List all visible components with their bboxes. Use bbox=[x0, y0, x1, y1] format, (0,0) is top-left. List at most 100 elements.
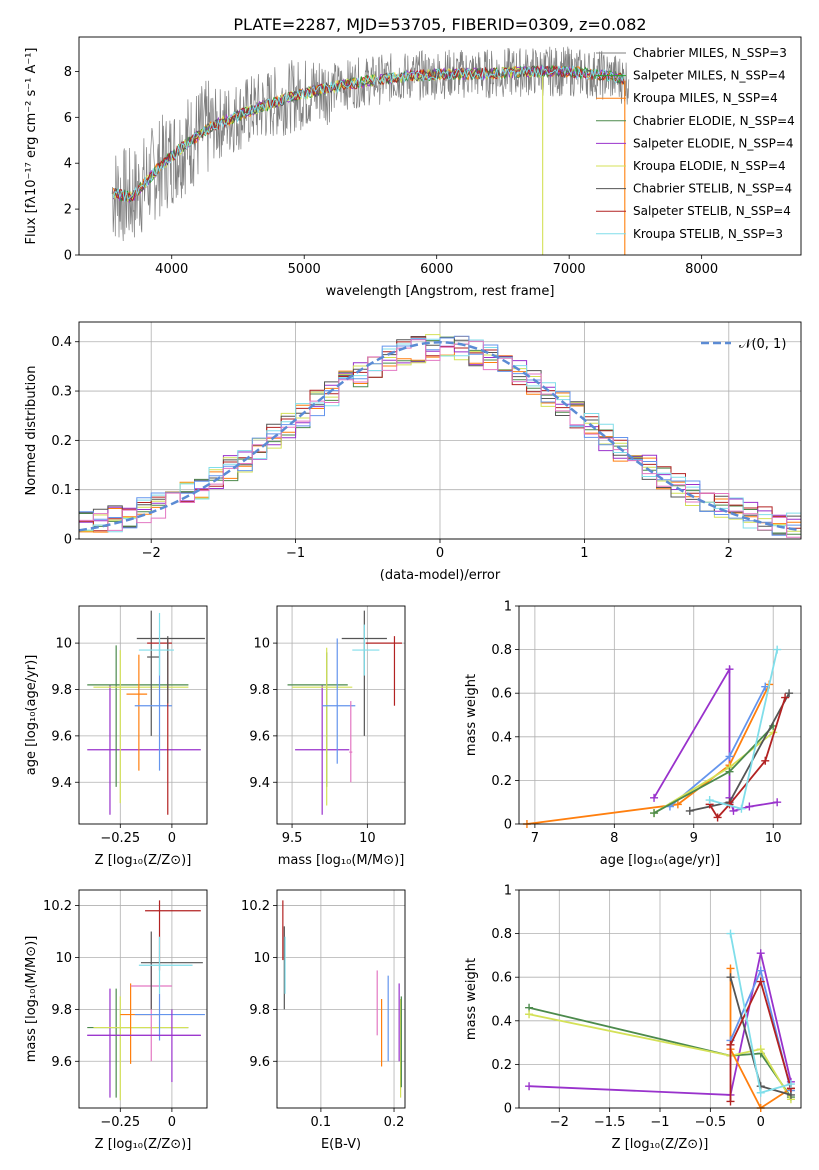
panel-mass-vs-Z: −0.25 0 9.6 9.8 10 10.2 Z [log₁₀(Z/Z⊙)] mass [l… bbox=[24, 889, 208, 1152]
y-tick-label: 9.6 bbox=[51, 1055, 72, 1070]
histogram-series bbox=[79, 335, 801, 536]
y-tick-label: 0.2 bbox=[491, 774, 512, 789]
x-tick-label: 0.2 bbox=[384, 1115, 405, 1130]
weight-point-marker bbox=[756, 977, 765, 986]
axes-frame bbox=[78, 889, 208, 1109]
x-tick-label: −0.25 bbox=[100, 1115, 140, 1130]
y-axis-label: mass [log₁₀(M/M⊙)] bbox=[24, 936, 39, 1063]
x-tick-label: −1 bbox=[650, 1115, 669, 1130]
x-tick-label: 0 bbox=[436, 546, 444, 561]
weight-point-marker bbox=[725, 665, 734, 674]
y-tick-label: 10 bbox=[253, 637, 270, 652]
y-tick-label: 0.8 bbox=[491, 643, 512, 658]
weight-series-line bbox=[729, 968, 792, 1108]
axes-frame bbox=[78, 321, 802, 540]
weight-point-marker bbox=[650, 809, 659, 818]
weight-point-marker bbox=[726, 929, 735, 938]
x-tick-label: 10 bbox=[359, 831, 376, 846]
weight-point-marker bbox=[786, 1080, 795, 1089]
y-tick-label: 0 bbox=[504, 1102, 512, 1117]
y-tick-label: 1 bbox=[504, 600, 512, 615]
y-tick-label: 10 bbox=[55, 951, 72, 966]
y-tick-label: 1 bbox=[504, 884, 512, 899]
y-tick-label: 0.3 bbox=[51, 385, 72, 400]
x-tick-label: 1 bbox=[580, 546, 588, 561]
panel-spectrum: 4000 5000 6000 7000 8000 0 2 4 6 8 wavelength [Ang… bbox=[24, 36, 802, 299]
legend-label: Kroupa ELODIE, N_SSP=4 bbox=[633, 159, 786, 173]
weight-point-marker bbox=[737, 804, 746, 813]
x-axis-label: Z [log₁₀(Z/Z⊙)] bbox=[95, 1137, 192, 1152]
x-tick-label: 0 bbox=[168, 1115, 176, 1130]
weight-point-marker bbox=[745, 802, 754, 811]
weight-point-marker bbox=[726, 1040, 735, 1049]
weight-series-line bbox=[528, 1013, 792, 1100]
x-tick-label: 0 bbox=[168, 831, 176, 846]
x-tick-label: 2 bbox=[725, 546, 733, 561]
panel-age-vs-Z: −0.25 0 9.4 9.6 9.8 10 Z [log₁₀(Z/Z⊙)] age [log… bbox=[24, 605, 208, 868]
weight-point-marker bbox=[785, 689, 794, 698]
legend-label: Salpeter ELODIE, N_SSP=4 bbox=[633, 136, 794, 150]
y-axis-label: age [log₁₀(age/yr)] bbox=[24, 655, 39, 776]
x-tick-label: −0.5 bbox=[695, 1115, 727, 1130]
axes-frame bbox=[78, 36, 802, 256]
x-axis-label: E(B-V) bbox=[321, 1137, 361, 1152]
weight-point-marker bbox=[756, 966, 765, 975]
y-tick-label: 0.8 bbox=[491, 927, 512, 942]
y-tick-label: 6 bbox=[64, 111, 72, 126]
weight-point-marker bbox=[761, 756, 770, 765]
axes-frame bbox=[518, 605, 802, 825]
y-axis-label: Normed distribution bbox=[24, 366, 39, 496]
y-tick-label: 9.8 bbox=[51, 1003, 72, 1018]
y-tick-label: 0.4 bbox=[491, 730, 512, 745]
x-tick-label: 7000 bbox=[553, 262, 586, 277]
weight-point-marker bbox=[525, 1082, 534, 1091]
x-tick-label: 9.5 bbox=[282, 831, 303, 846]
x-tick-label: −1 bbox=[286, 546, 305, 561]
y-tick-label: 0 bbox=[64, 533, 72, 548]
y-tick-label: 2 bbox=[64, 203, 72, 218]
legend-label: Chabrier STELIB, N_SSP=4 bbox=[633, 182, 792, 196]
x-axis-label: (data-model)/error bbox=[380, 568, 501, 583]
y-tick-label: 0 bbox=[504, 818, 512, 833]
x-tick-label: −2 bbox=[550, 1115, 569, 1130]
weight-point-marker bbox=[725, 752, 734, 761]
axes-frame bbox=[276, 889, 406, 1109]
x-tick-label: −2 bbox=[142, 546, 161, 561]
y-tick-label: 0.4 bbox=[51, 335, 72, 350]
axes-frame bbox=[518, 889, 802, 1109]
y-tick-label: 9.8 bbox=[249, 683, 270, 698]
weight-point-marker bbox=[726, 964, 735, 973]
x-axis-label: wavelength [Angstrom, rest frame] bbox=[326, 284, 555, 299]
weight-point-marker bbox=[525, 1010, 534, 1019]
x-tick-label: 8000 bbox=[685, 262, 718, 277]
y-axis-label: Flux [fλ10⁻¹⁷ erg cm⁻² s⁻¹ A⁻¹] bbox=[24, 48, 39, 245]
legend-label: Salpeter MILES, N_SSP=4 bbox=[633, 69, 786, 83]
weight-point-marker bbox=[773, 798, 782, 807]
weight-point-marker bbox=[729, 806, 738, 815]
y-tick-label: 10.2 bbox=[43, 899, 72, 914]
y-tick-label: 9.6 bbox=[249, 729, 270, 744]
x-tick-label: 0 bbox=[757, 1115, 765, 1130]
y-tick-label: 0.2 bbox=[51, 434, 72, 449]
x-tick-label: 4000 bbox=[155, 262, 188, 277]
x-axis-label: age [log₁₀(age/yr)] bbox=[600, 853, 721, 868]
weight-point-marker bbox=[726, 973, 735, 982]
x-tick-label: 10 bbox=[765, 831, 782, 846]
legend-label: Chabrier MILES, N_SSP=3 bbox=[633, 46, 787, 60]
legend-label: Kroupa STELIB, N_SSP=3 bbox=[633, 227, 783, 241]
legend-label: Chabrier ELODIE, N_SSP=4 bbox=[633, 114, 795, 128]
y-tick-label: 0 bbox=[64, 249, 72, 264]
axes-frame bbox=[276, 605, 406, 825]
weight-point-marker bbox=[726, 1097, 735, 1106]
y-tick-label: 0.2 bbox=[491, 1058, 512, 1073]
spectrum-model-line bbox=[112, 64, 625, 202]
y-tick-label: 9.8 bbox=[249, 1003, 270, 1018]
y-tick-label: 9.4 bbox=[249, 776, 270, 791]
x-tick-label: −0.25 bbox=[100, 831, 140, 846]
weight-point-marker bbox=[673, 800, 682, 809]
weight-point-marker bbox=[756, 949, 765, 958]
normal-reference-curve bbox=[79, 340, 801, 532]
weight-point-marker bbox=[650, 793, 659, 802]
